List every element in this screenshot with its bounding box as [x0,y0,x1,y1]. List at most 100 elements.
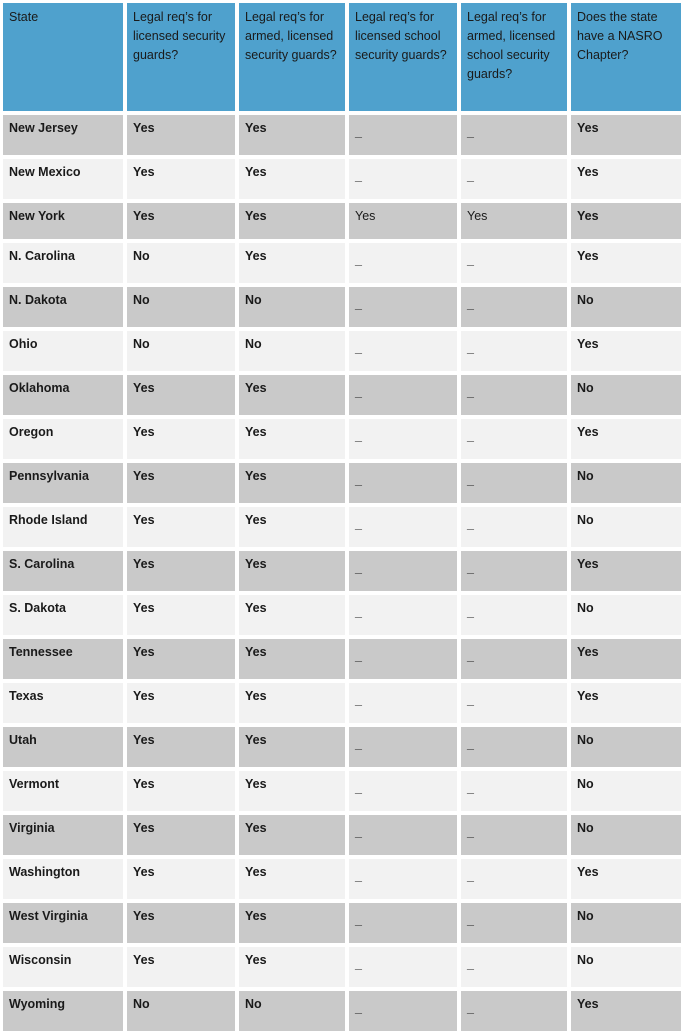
value-cell: Yes [127,551,235,591]
value-cell: No [239,991,345,1031]
value-cell: No [571,375,681,415]
value-cell: _ [349,639,457,679]
column-header: Does the state have a NASRO Chapter? [571,3,681,111]
column-header: Legal req’s for licensed school security… [349,3,457,111]
state-cell: Wyoming [3,991,123,1031]
value-cell: Yes [571,683,681,723]
state-cell: Virginia [3,815,123,855]
state-cell: Washington [3,859,123,899]
state-cell: Oregon [3,419,123,459]
value-cell: Yes [127,771,235,811]
value-cell: _ [349,991,457,1031]
value-cell: Yes [127,375,235,415]
column-header: Legal req’s for armed, licensed school s… [461,3,567,111]
value-cell: _ [349,507,457,547]
table-row: Rhode Island Yes Yes _ _ No [3,507,681,547]
table-row: Ohio No No _ _ Yes [3,331,681,371]
value-cell: Yes [349,203,457,239]
state-cell: N. Dakota [3,287,123,327]
value-cell: No [571,727,681,767]
value-cell: Yes [571,115,681,155]
table-row: Oregon Yes Yes _ _ Yes [3,419,681,459]
value-cell: Yes [127,507,235,547]
state-cell: S. Dakota [3,595,123,635]
table-row: S. Carolina Yes Yes _ _ Yes [3,551,681,591]
value-cell: _ [349,419,457,459]
value-cell: Yes [239,595,345,635]
table-row: Utah Yes Yes _ _ No [3,727,681,767]
value-cell: Yes [239,419,345,459]
value-cell: No [127,287,235,327]
value-cell: Yes [239,639,345,679]
table-row: N. Dakota No No _ _ No [3,287,681,327]
value-cell: _ [461,727,567,767]
value-cell: _ [461,551,567,591]
value-cell: _ [461,639,567,679]
state-cell: Rhode Island [3,507,123,547]
value-cell: Yes [239,551,345,591]
value-cell: _ [461,991,567,1031]
value-cell: Yes [461,203,567,239]
value-cell: _ [461,419,567,459]
value-cell: _ [461,115,567,155]
value-cell: _ [461,903,567,943]
value-cell: Yes [127,463,235,503]
state-cell: Tennessee [3,639,123,679]
value-cell: Yes [571,243,681,283]
value-cell: _ [461,331,567,371]
value-cell: No [571,595,681,635]
state-cell: New Jersey [3,115,123,155]
value-cell: _ [461,287,567,327]
table-row: S. Dakota Yes Yes _ _ No [3,595,681,635]
value-cell: _ [349,159,457,199]
value-cell: Yes [127,683,235,723]
table-row: Tennessee Yes Yes _ _ Yes [3,639,681,679]
value-cell: Yes [571,551,681,591]
value-cell: _ [461,815,567,855]
state-cell: Pennsylvania [3,463,123,503]
value-cell: No [239,287,345,327]
value-cell: _ [349,551,457,591]
table-body: New Jersey Yes Yes _ _ Yes New Mexico Yes Yes _ _ Y… [3,115,681,1031]
table-row: New Jersey Yes Yes _ _ Yes [3,115,681,155]
table-row: Wisconsin Yes Yes _ _ No [3,947,681,987]
value-cell: _ [349,727,457,767]
value-cell: Yes [239,243,345,283]
value-cell: No [571,507,681,547]
value-cell: Yes [571,203,681,239]
state-cell: Oklahoma [3,375,123,415]
value-cell: Yes [239,203,345,239]
value-cell: Yes [127,595,235,635]
table-row: Texas Yes Yes _ _ Yes [3,683,681,723]
value-cell: Yes [127,859,235,899]
value-cell: Yes [127,727,235,767]
table-row: New Mexico Yes Yes _ _ Yes [3,159,681,199]
value-cell: _ [349,331,457,371]
value-cell: Yes [127,639,235,679]
value-cell: No [571,815,681,855]
value-cell: Yes [239,859,345,899]
value-cell: Yes [127,903,235,943]
table-row: Wyoming No No _ _ Yes [3,991,681,1031]
value-cell: Yes [127,419,235,459]
value-cell: Yes [127,947,235,987]
value-cell: No [127,331,235,371]
table-row: Oklahoma Yes Yes _ _ No [3,375,681,415]
state-cell: Utah [3,727,123,767]
value-cell: No [571,287,681,327]
value-cell: Yes [571,419,681,459]
value-cell: Yes [239,115,345,155]
value-cell: _ [461,947,567,987]
table-row: Washington Yes Yes _ _ Yes [3,859,681,899]
table-row: Pennsylvania Yes Yes _ _ No [3,463,681,503]
value-cell: Yes [239,947,345,987]
value-cell: _ [349,815,457,855]
value-cell: Yes [571,639,681,679]
value-cell: _ [461,159,567,199]
value-cell: _ [461,507,567,547]
value-cell: Yes [239,463,345,503]
value-cell: _ [349,463,457,503]
value-cell: _ [349,287,457,327]
value-cell: _ [461,243,567,283]
value-cell: Yes [239,727,345,767]
